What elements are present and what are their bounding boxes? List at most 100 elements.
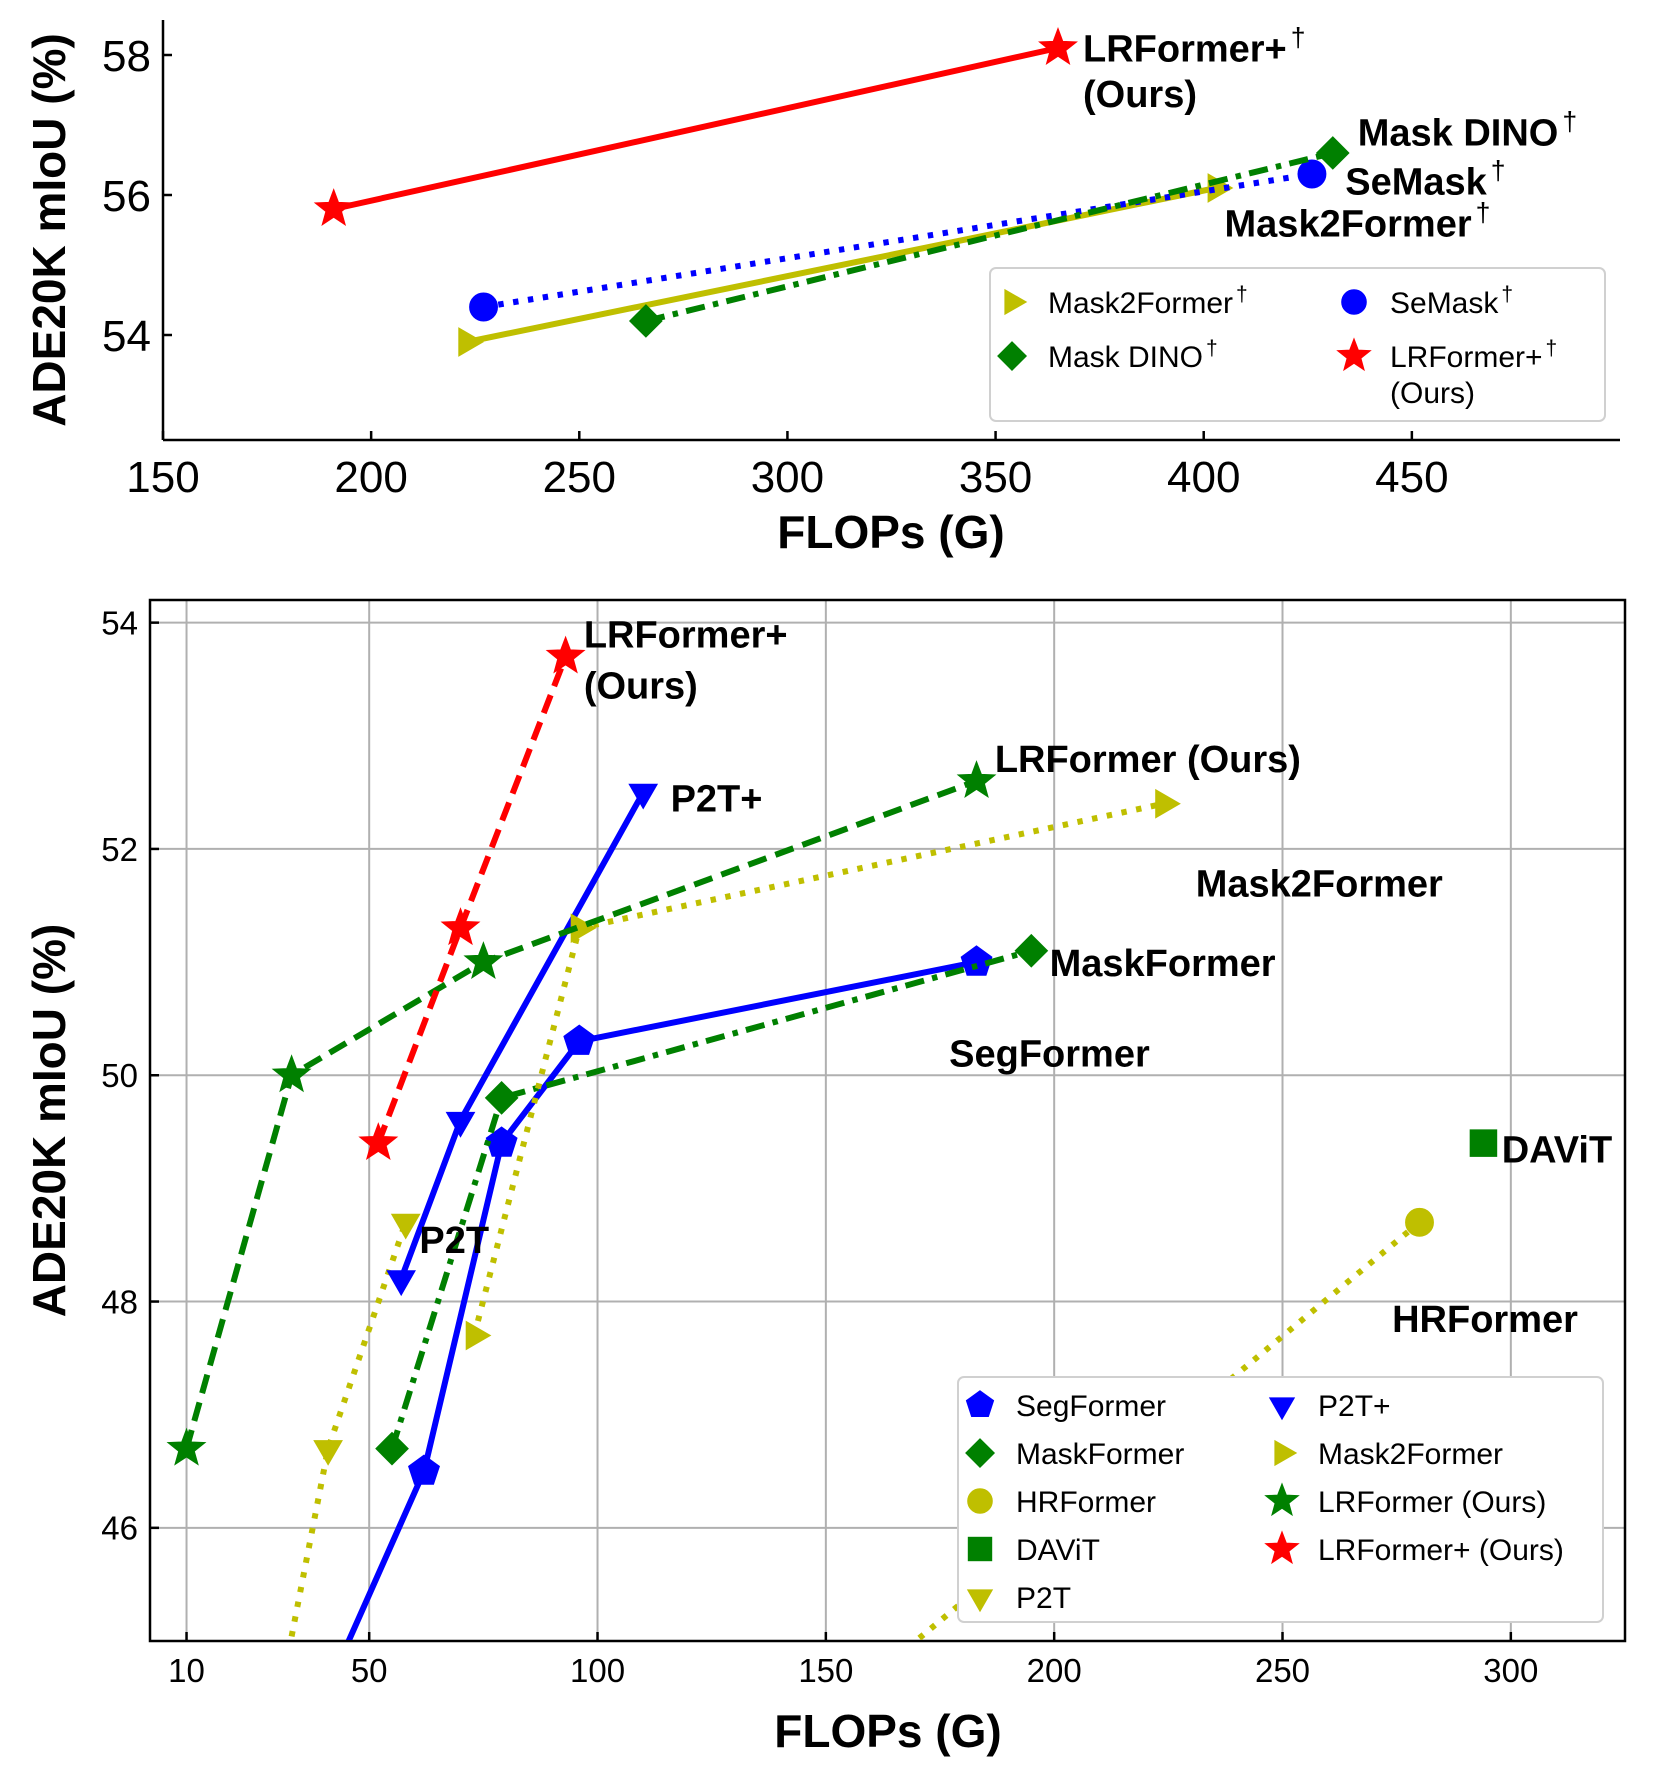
series-line-lrformer-ours bbox=[333, 45, 1059, 212]
legend-marker-mask2former bbox=[1004, 288, 1028, 316]
legend-frame bbox=[989, 267, 1606, 422]
data-point-lrformer-ours bbox=[956, 760, 997, 799]
data-point-segformer bbox=[960, 945, 993, 976]
y-axis-label: ADE20K mIoU (%) bbox=[23, 924, 75, 1318]
x-tick-label: 150 bbox=[798, 1652, 853, 1689]
annotation-maskformer: MaskFormer bbox=[1050, 943, 1276, 985]
series-semask bbox=[469, 159, 1327, 322]
y-tick-label: 52 bbox=[101, 831, 138, 868]
data-point-mask2former bbox=[1155, 788, 1181, 819]
legend-marker-maskformer bbox=[965, 1438, 996, 1469]
axes: 10 50 100 150 200 250 300 46 48 50 52 54 bbox=[101, 598, 1627, 1689]
series-lrformer-ours bbox=[358, 635, 586, 1161]
data-point-p2t bbox=[255, 1746, 283, 1770]
data-point-semask bbox=[1297, 159, 1327, 189]
chart-bottom-flops-vs-miou: 10 50 100 150 200 250 300 46 48 50 52 54 FLOPs (G) AD… bbox=[23, 598, 1627, 1770]
y-axis-label: ADE20K mIoU (%) bbox=[23, 33, 75, 427]
legend-marker-lrformer-ours bbox=[1264, 1530, 1300, 1565]
annotation-ours: (Ours) bbox=[1083, 74, 1197, 116]
series-line-mask-dino bbox=[645, 150, 1334, 324]
annotation-mask2former: Mask2Former bbox=[1196, 864, 1443, 906]
legend-label-davit: DAViT bbox=[1016, 1534, 1100, 1567]
legend-marker-p2t bbox=[1268, 1397, 1296, 1421]
series-line-segformer bbox=[345, 959, 978, 1640]
series-line-hrformer bbox=[912, 1219, 1422, 1640]
annotation-p2t: P2T bbox=[419, 1220, 489, 1262]
annotation-lrformer: LRFormer+ † bbox=[1083, 22, 1306, 70]
legend-superscript: † bbox=[1501, 283, 1513, 306]
data-point-lrformer-ours bbox=[463, 941, 504, 980]
series-line-lrformer-ours bbox=[375, 655, 569, 1145]
x-tick-label: 400 bbox=[1167, 453, 1240, 502]
data-point-lrformer-ours bbox=[1038, 26, 1078, 65]
data-point-lrformer-ours bbox=[545, 635, 586, 674]
x-tick-label: 250 bbox=[543, 453, 616, 502]
legend-superscript: † bbox=[1206, 337, 1218, 360]
y-tick-label: 48 bbox=[101, 1283, 138, 1320]
series-area bbox=[313, 26, 1350, 357]
legend: Mask2Former † SeMask † Mask DINO † LRFormer+ †(… bbox=[989, 267, 1606, 422]
data-point-p2t bbox=[445, 1111, 476, 1138]
annotation-superscript: † bbox=[1291, 22, 1306, 52]
data-point-mask-dino bbox=[628, 304, 663, 338]
legend-marker-semask bbox=[1341, 289, 1367, 315]
legend-label-mask2former: Mask2Former † bbox=[1048, 283, 1248, 320]
series-p2t bbox=[255, 1213, 421, 1770]
data-point-segformer bbox=[408, 1454, 440, 1485]
legend-label-p2t: P2T bbox=[1016, 1582, 1071, 1615]
annotation-ours: (Ours) bbox=[584, 666, 698, 708]
series-lrformer-ours bbox=[313, 26, 1078, 226]
legend-marker-p2t bbox=[966, 1589, 994, 1613]
data-point-segformer bbox=[485, 1126, 518, 1157]
y-tick-label: 50 bbox=[101, 1057, 138, 1094]
x-tick-label: 10 bbox=[168, 1652, 205, 1689]
legend-marker-lrformer-ours bbox=[1264, 1482, 1300, 1517]
legend-label-maskformer: MaskFormer bbox=[1016, 1438, 1184, 1471]
data-point-hrformer bbox=[1405, 1207, 1434, 1237]
annotation-mask2former: Mask2Former † bbox=[1225, 197, 1491, 245]
series-segformer bbox=[308, 945, 993, 1710]
legend-marker-mask2former bbox=[1274, 1439, 1298, 1467]
legend-label-line2: (Ours) bbox=[1390, 377, 1475, 410]
series-lrformer-ours bbox=[166, 760, 997, 1466]
data-point-maskformer bbox=[484, 1080, 519, 1115]
legend-label-p2t: P2T+ bbox=[1318, 1390, 1391, 1423]
x-tick-label: 50 bbox=[351, 1652, 388, 1689]
data-point-segformer bbox=[563, 1024, 596, 1055]
legend-label-hrformer: HRFormer bbox=[1016, 1486, 1156, 1519]
y-tick-label: 54 bbox=[102, 312, 151, 361]
data-point-mask2former bbox=[458, 327, 484, 357]
data-point-lrformer-ours bbox=[166, 1427, 207, 1466]
annotation-p2t: P2T+ bbox=[671, 779, 763, 821]
data-point-p2t bbox=[386, 1270, 416, 1297]
legend-label-semask: SeMask † bbox=[1390, 283, 1513, 320]
data-point-maskformer bbox=[1014, 933, 1049, 968]
x-tick-label: 200 bbox=[1027, 1652, 1082, 1689]
legend-label-lrformer-ours: LRFormer+ † bbox=[1390, 337, 1557, 374]
x-axis-label: FLOPs (G) bbox=[777, 506, 1004, 558]
data-point-p2t bbox=[390, 1213, 421, 1240]
series-p2t bbox=[386, 783, 659, 1297]
annotations: LRFormer+ (Ours) LRFormer (Ours) P2T+ Mask2F… bbox=[419, 615, 1612, 1342]
annotation-semask: SeMask † bbox=[1345, 155, 1505, 203]
annotation-superscript: † bbox=[1491, 155, 1506, 185]
legend: SegFormer P2T+ MaskFormer Mask2Former HRForm… bbox=[957, 1376, 1604, 1623]
annotation-lrformer-ours: LRFormer (Ours) bbox=[995, 739, 1301, 781]
legend-label-lrformer-ours: LRFormer (Ours) bbox=[1318, 1486, 1546, 1519]
legend-label-mask-dino: Mask DINO † bbox=[1048, 337, 1218, 374]
legend-marker-davit bbox=[967, 1536, 993, 1562]
x-tick-label: 350 bbox=[959, 453, 1032, 502]
data-point-semask bbox=[469, 292, 498, 322]
series-line-maskformer bbox=[389, 947, 1033, 1450]
data-point-davit bbox=[1469, 1129, 1498, 1157]
legend-superscript: † bbox=[1546, 337, 1558, 360]
data-point-segformer bbox=[308, 1681, 339, 1710]
x-tick-label: 250 bbox=[1255, 1652, 1310, 1689]
data-point-lrformer-ours bbox=[313, 188, 354, 226]
annotation-mask-dino: Mask DINO † bbox=[1358, 106, 1577, 154]
series-area bbox=[166, 635, 1498, 1770]
series-mask2former bbox=[465, 788, 1181, 1351]
series-davit bbox=[1469, 1129, 1498, 1157]
y-tick-label: 54 bbox=[101, 605, 138, 642]
